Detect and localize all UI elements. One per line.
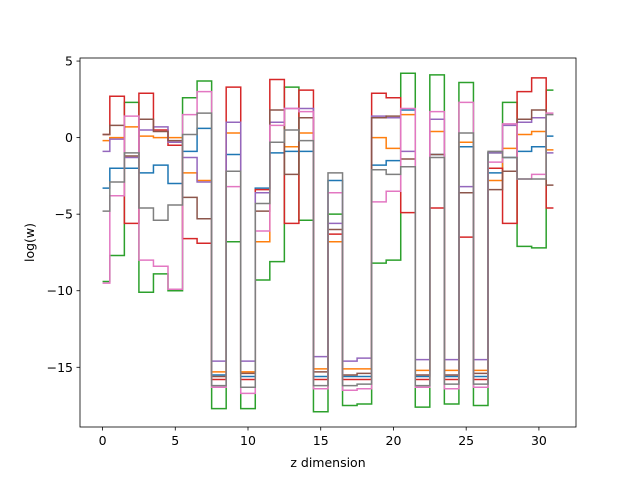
x-tick-label: 30 (531, 433, 547, 448)
y-tick-label: −15 (47, 360, 73, 375)
y-tick-label: −5 (55, 207, 73, 222)
series-layer (102, 72, 554, 413)
y-axis-label: log(w) (22, 223, 37, 262)
x-axis-label: z dimension (290, 455, 365, 470)
x-tick-label: 20 (386, 433, 402, 448)
x-axis: 0 5 10 15 20 25 30 (99, 427, 547, 448)
y-tick-label: −10 (47, 283, 73, 298)
series-line-8 (102, 112, 554, 388)
x-tick-label: 25 (458, 433, 474, 448)
plot-area-frame (79, 57, 577, 428)
y-tick-label: 0 (65, 130, 73, 145)
x-tick-label: 15 (313, 433, 329, 448)
y-tick-label: 5 (65, 54, 73, 69)
y-axis: 5 0 −5 −10 −15 (47, 54, 80, 375)
x-tick-label: 5 (171, 433, 179, 448)
x-tick-label: 0 (99, 433, 107, 448)
x-tick-label: 10 (240, 433, 256, 448)
